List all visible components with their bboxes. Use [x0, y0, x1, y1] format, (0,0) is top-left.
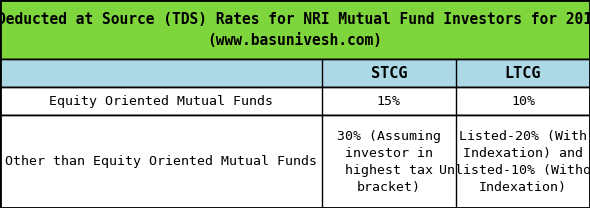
Text: Equity Oriented Mutual Funds: Equity Oriented Mutual Funds [49, 95, 273, 108]
Text: 15%: 15% [377, 95, 401, 108]
FancyBboxPatch shape [0, 0, 590, 59]
Text: LTCG: LTCG [505, 66, 541, 81]
Text: Tax Deducted at Source (TDS) Rates for NRI Mutual Fund Investors for 2018-19
(ww: Tax Deducted at Source (TDS) Rates for N… [0, 12, 590, 48]
FancyBboxPatch shape [0, 59, 590, 87]
Text: 10%: 10% [511, 95, 535, 108]
Text: 30% (Assuming
investor in
highest tax
bracket): 30% (Assuming investor in highest tax br… [337, 130, 441, 194]
FancyBboxPatch shape [0, 87, 590, 115]
Text: Other than Equity Oriented Mutual Funds: Other than Equity Oriented Mutual Funds [5, 155, 317, 168]
Text: Listed-20% (With
Indexation) and
Unlisted-10% (Without
Indexation): Listed-20% (With Indexation) and Unliste… [439, 130, 590, 194]
Text: STCG: STCG [371, 66, 407, 81]
FancyBboxPatch shape [0, 115, 590, 208]
